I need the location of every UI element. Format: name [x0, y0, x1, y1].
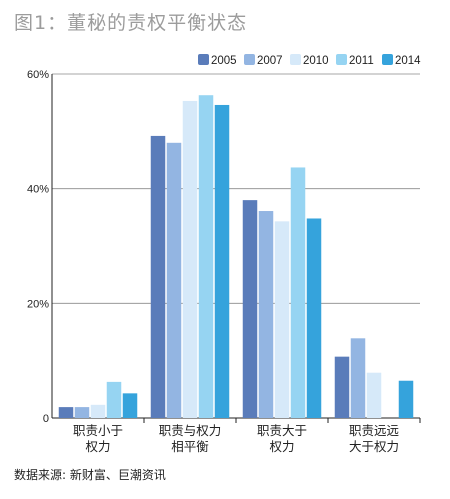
bar-2007 — [166, 142, 182, 419]
y-tick-label: 0 — [43, 413, 49, 425]
bar-2010 — [90, 404, 106, 418]
bar-2014 — [398, 380, 414, 418]
bar-2005 — [242, 200, 258, 418]
legend-label-2014: 2014 — [395, 55, 421, 67]
chart-title: 图1：董秘的责权平衡状态 — [14, 12, 248, 34]
x-tick-label: 职责小于 — [73, 423, 123, 438]
x-tick-label: 职责与权力 — [159, 423, 222, 438]
bar-2011 — [290, 167, 306, 418]
bar-2005 — [150, 135, 166, 419]
bar-2010 — [182, 100, 198, 419]
x-tick-label: 职责大于 — [257, 423, 307, 438]
legend-label-2011: 2011 — [349, 55, 374, 67]
legend-swatch-2011 — [336, 54, 347, 65]
x-tick-label: 权力 — [269, 439, 294, 454]
bar-2010 — [366, 372, 382, 418]
bar-2011 — [106, 381, 122, 418]
x-tick-label: 大于权力 — [349, 439, 399, 454]
y-tick-label: 40% — [27, 184, 49, 196]
bar-2005 — [58, 407, 74, 418]
bar-2014 — [214, 104, 230, 419]
legend-swatch-2007 — [244, 54, 255, 65]
y-tick-label: 60% — [27, 69, 49, 81]
bar-2005 — [334, 356, 350, 418]
x-tick-label: 相平衡 — [171, 439, 209, 454]
x-tick-label: 职责远远 — [349, 423, 400, 438]
legend-label-2005: 2005 — [211, 55, 237, 67]
bar-2007 — [258, 211, 274, 418]
bar-2014 — [306, 218, 322, 418]
source-note: 数据来源: 新财富、巨潮资讯 — [14, 468, 166, 482]
legend-swatch-2005 — [198, 54, 209, 65]
x-tick-label: 权力 — [85, 439, 110, 454]
bar-2011 — [198, 95, 214, 419]
y-tick-label: 20% — [27, 298, 49, 310]
bar-2010 — [274, 221, 290, 418]
bar-2007 — [350, 338, 366, 418]
legend-swatch-2014 — [382, 54, 393, 65]
legend-label-2010: 2010 — [303, 55, 329, 67]
bar-2014 — [122, 393, 138, 418]
bar-2007 — [74, 407, 90, 418]
legend-label-2007: 2007 — [257, 55, 283, 67]
legend-swatch-2010 — [290, 54, 301, 65]
